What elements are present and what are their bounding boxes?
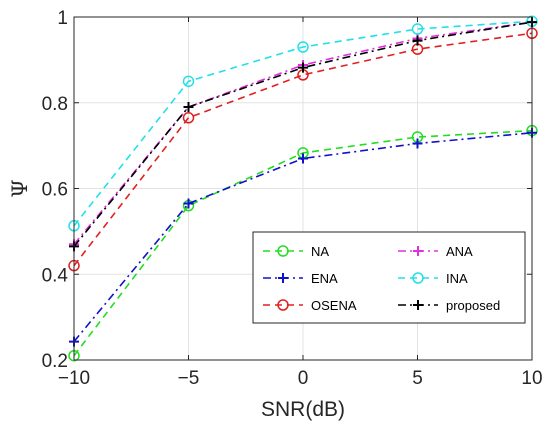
x-tick-label-3: 5 xyxy=(412,368,423,389)
legend-swatch-marker xyxy=(413,300,423,310)
y-tick-label-3: 0.8 xyxy=(42,94,68,115)
legend-label: NA xyxy=(311,244,329,259)
legend-label: ANA xyxy=(446,244,473,259)
legend-entry-ana: ANA xyxy=(398,244,473,259)
y-axis-label: Ψ xyxy=(8,179,32,197)
point-proposed-1 xyxy=(183,102,194,113)
legend-swatch-marker xyxy=(277,245,289,257)
series-line-ina xyxy=(73,20,533,227)
x-tick-label-0: −10 xyxy=(58,368,90,389)
legend-label: INA xyxy=(446,271,468,286)
x-axis-label: SNR(dB) xyxy=(261,398,345,421)
y-tick-label-0: 0.2 xyxy=(42,351,68,372)
legend-swatch-marker xyxy=(412,272,424,284)
x-ticks: −10 −5 0 5 10 xyxy=(58,17,543,389)
legend-box xyxy=(252,231,526,324)
legend-entry-osena: OSENA xyxy=(263,298,357,313)
point-proposed-3 xyxy=(412,35,423,46)
legend-swatch-marker xyxy=(277,299,289,311)
y-tick-label-1: 0.4 xyxy=(42,265,69,286)
series-line-osena xyxy=(73,32,533,267)
x-tick-label-2: 0 xyxy=(298,368,309,389)
legend: NA ENA OSENA ANA INA proposed xyxy=(252,231,526,324)
legend-entry-proposed: proposed xyxy=(398,298,500,313)
legend-entry-ena: ENA xyxy=(263,271,338,286)
y-tick-label-2: 0.6 xyxy=(42,180,68,201)
series-line-na xyxy=(73,129,533,357)
legend-entry-na: NA xyxy=(263,244,329,259)
y-tick-label-4: 1 xyxy=(57,8,68,29)
point-ina-1 xyxy=(182,75,195,88)
x-tick-label-4: 10 xyxy=(521,368,542,389)
point-ina-3 xyxy=(411,23,424,35)
point-ena-2 xyxy=(298,153,308,164)
point-osena-1 xyxy=(182,112,195,124)
series-line-ena xyxy=(73,131,533,343)
point-ina-2 xyxy=(297,41,309,53)
y-ticks: 0.2 0.4 0.6 0.8 1 xyxy=(42,8,532,372)
legend-swatch-marker xyxy=(278,273,288,283)
x-tick-label-1: −5 xyxy=(178,368,200,389)
point-ena-3 xyxy=(412,138,423,149)
legend-swatch-marker xyxy=(413,246,423,256)
legend-label: OSENA xyxy=(311,298,357,313)
point-ena-1 xyxy=(183,198,194,209)
point-proposed-2 xyxy=(298,62,308,73)
series-proposed xyxy=(69,17,537,252)
legend-label: proposed xyxy=(446,298,500,313)
legend-label: ENA xyxy=(311,271,338,286)
legend-entry-ina: INA xyxy=(398,271,468,286)
